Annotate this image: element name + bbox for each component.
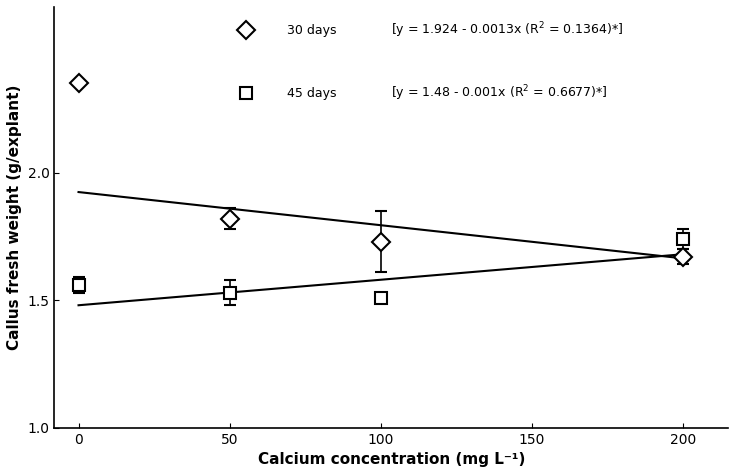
Text: 45 days: 45 days [287,87,337,100]
Text: 30 days: 30 days [287,24,337,36]
Text: [y = 1.48 - 0.001x (R$^{2}$ = 0.6677)*]: [y = 1.48 - 0.001x (R$^{2}$ = 0.6677)*] [391,83,608,103]
Y-axis label: Callus fresh weight (g/explant): Callus fresh weight (g/explant) [7,84,22,350]
X-axis label: Calcium concentration (mg L⁻¹): Calcium concentration (mg L⁻¹) [257,452,525,467]
Text: [y = 1.924 - 0.0013x (R$^{2}$ = 0.1364)*]: [y = 1.924 - 0.0013x (R$^{2}$ = 0.1364)*… [391,20,624,40]
